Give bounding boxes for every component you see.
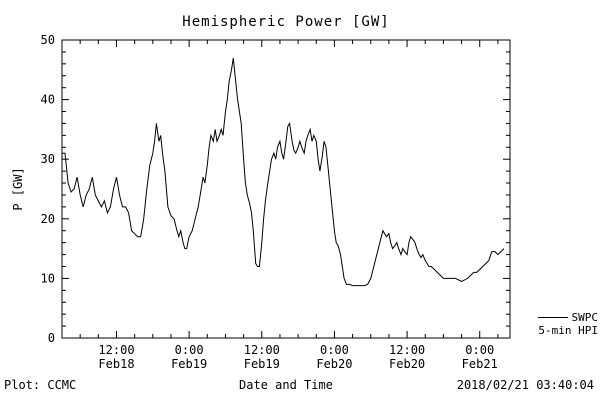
x-tick-date: Feb20 — [316, 357, 352, 371]
y-tick-label: 0 — [48, 331, 55, 345]
legend-line-sample — [537, 317, 568, 318]
plot-timestamp: 2018/02/21 03:40:04 — [456, 378, 594, 392]
x-tick-time: 12:00 — [244, 343, 280, 357]
y-tick-label: 30 — [41, 152, 55, 166]
x-tick-time: 0:00 — [465, 343, 494, 357]
x-tick-time: 12:00 — [98, 343, 134, 357]
plot-source-label: Plot: CCMC — [4, 378, 77, 392]
x-tick-time: 0:00 — [320, 343, 349, 357]
x-tick-time: 12:00 — [389, 343, 425, 357]
legend: SWPC 5-min HPI — [506, 311, 598, 337]
x-tick-date: Feb20 — [389, 357, 425, 371]
plot-frame — [61, 39, 511, 339]
legend-series-sublabel: 5-min HPI — [538, 324, 598, 337]
y-tick-label: 40 — [41, 93, 55, 107]
y-tick-label: 20 — [41, 212, 55, 226]
chart-title: Hemispheric Power [GW] — [182, 14, 390, 30]
y-tick-label: 50 — [41, 33, 55, 47]
legend-series-label: SWPC — [571, 311, 599, 324]
x-tick-date: Feb19 — [171, 357, 207, 371]
x-tick-date: Feb19 — [244, 357, 280, 371]
x-tick-date: Feb21 — [462, 357, 498, 371]
x-tick-date: Feb18 — [98, 357, 134, 371]
x-tick-time: 0:00 — [175, 343, 204, 357]
hpi-line — [62, 57, 505, 287]
x-axis-title: Date and Time — [239, 378, 333, 392]
y-tick-label: 10 — [41, 271, 55, 285]
